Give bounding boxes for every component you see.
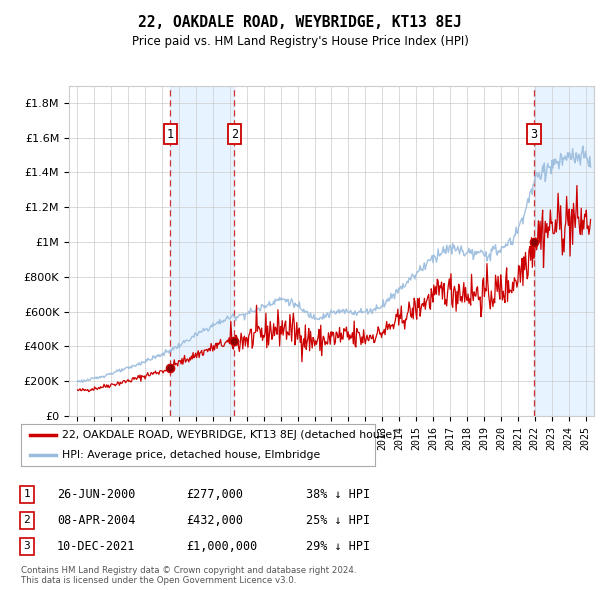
Text: £277,000: £277,000: [186, 488, 243, 501]
Text: Contains HM Land Registry data © Crown copyright and database right 2024.
This d: Contains HM Land Registry data © Crown c…: [21, 566, 356, 585]
Text: 1: 1: [23, 490, 31, 499]
Text: 08-APR-2004: 08-APR-2004: [57, 514, 136, 527]
Text: 3: 3: [23, 542, 31, 551]
Bar: [170, 86, 235, 416]
Text: 22, OAKDALE ROAD, WEYBRIDGE, KT13 8EJ (detached house): 22, OAKDALE ROAD, WEYBRIDGE, KT13 8EJ (d…: [62, 430, 396, 440]
Text: Price paid vs. HM Land Registry's House Price Index (HPI): Price paid vs. HM Land Registry's House …: [131, 35, 469, 48]
Text: HPI: Average price, detached house, Elmbridge: HPI: Average price, detached house, Elmb…: [62, 450, 320, 460]
Text: 3: 3: [530, 128, 537, 141]
Text: £1,000,000: £1,000,000: [186, 540, 257, 553]
Text: 2: 2: [23, 516, 31, 525]
Text: 1: 1: [167, 128, 174, 141]
Text: 10-DEC-2021: 10-DEC-2021: [57, 540, 136, 553]
Text: £432,000: £432,000: [186, 514, 243, 527]
Text: 22, OAKDALE ROAD, WEYBRIDGE, KT13 8EJ: 22, OAKDALE ROAD, WEYBRIDGE, KT13 8EJ: [138, 15, 462, 30]
Text: 2: 2: [231, 128, 238, 141]
Text: 38% ↓ HPI: 38% ↓ HPI: [306, 488, 370, 501]
Bar: [534, 86, 594, 416]
Text: 29% ↓ HPI: 29% ↓ HPI: [306, 540, 370, 553]
Text: 26-JUN-2000: 26-JUN-2000: [57, 488, 136, 501]
Text: 25% ↓ HPI: 25% ↓ HPI: [306, 514, 370, 527]
